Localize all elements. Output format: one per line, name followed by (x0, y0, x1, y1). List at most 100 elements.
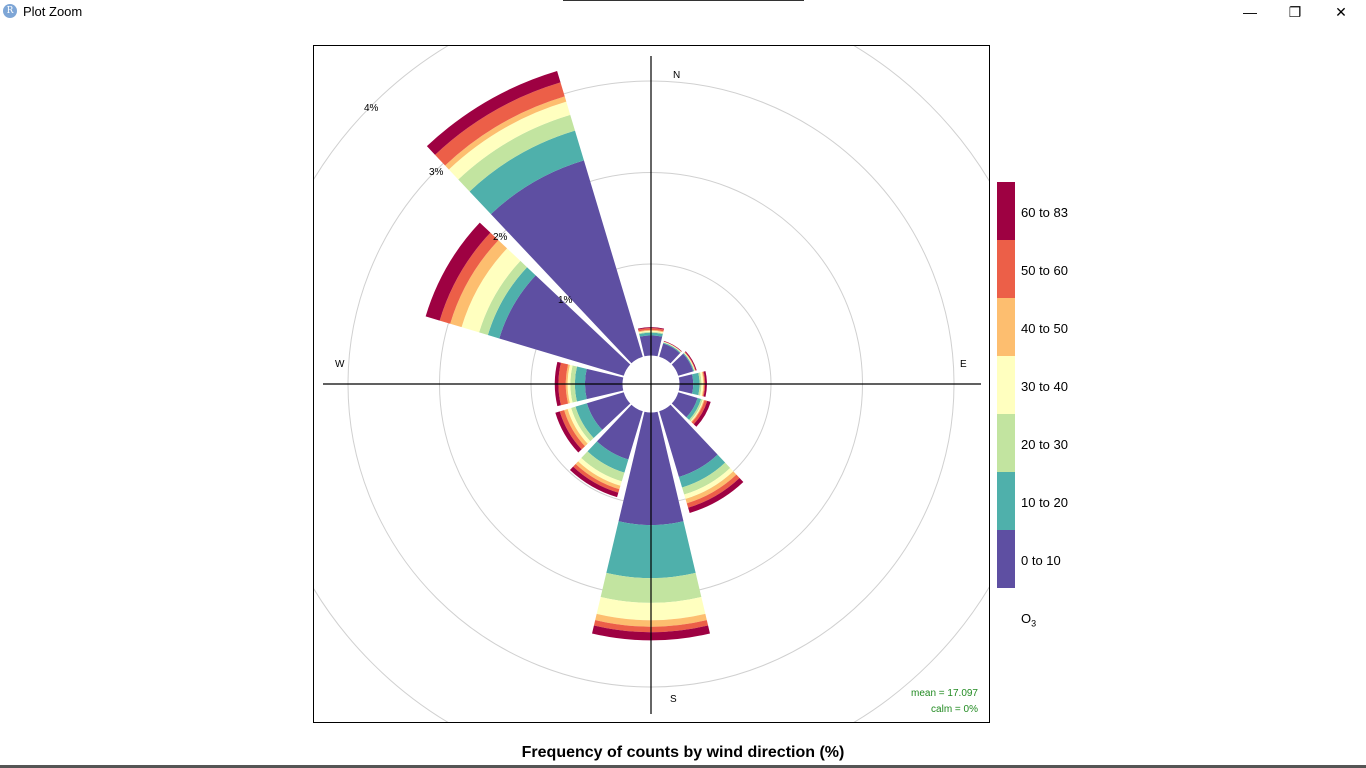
spoke-210-band-1 (587, 441, 629, 473)
spoke-210-band-0 (596, 404, 643, 460)
window-titlebar: R Plot Zoom — ❐ ✕ (0, 0, 1366, 24)
spoke-210-band-3 (578, 458, 622, 486)
spoke-330-band-4 (445, 96, 567, 170)
compass-axes (323, 56, 981, 714)
spoke-120-band-6 (693, 400, 711, 427)
legend-colorbar (997, 182, 1015, 588)
spoke-150-deg (659, 404, 744, 513)
compass-label-n: N (673, 70, 680, 81)
spoke-240-band-5 (559, 410, 585, 450)
legend-label-40-50: 40 to 50 (1021, 321, 1068, 336)
spoke-210-band-4 (575, 461, 621, 490)
spoke-300-band-3 (461, 248, 521, 333)
spoke-300-band-5 (439, 232, 499, 324)
spoke-30-deg (659, 340, 682, 364)
spoke-150-band-5 (686, 474, 740, 508)
legend-label-20-30: 20 to 30 (1021, 437, 1068, 452)
spoke-120-band-0 (671, 392, 698, 418)
spoke-30-band-0 (659, 343, 680, 364)
restore-icon: ❐ (1288, 3, 1302, 20)
spoke-330-deg (426, 70, 643, 364)
spoke-60-band-0 (671, 353, 694, 376)
legend-swatch-3 (997, 356, 1015, 414)
spoke-330-band-3 (448, 101, 571, 180)
spoke-210-band-6 (569, 466, 619, 498)
spoke-150-band-1 (678, 454, 726, 488)
spoke-60-deg (671, 351, 697, 376)
spoke-0-band-6 (637, 327, 665, 330)
spoke-150-band-2 (682, 462, 731, 495)
spoke-150-band-3 (684, 468, 734, 499)
radial-tick-label-2: 2% (493, 232, 508, 243)
spoke-210-band-5 (573, 464, 620, 493)
rose-spokes (425, 70, 744, 641)
spoke-330-band-0 (490, 160, 643, 364)
spoke-300-band-2 (479, 260, 528, 336)
spoke-120-deg (671, 392, 711, 427)
spoke-210-band-2 (581, 451, 625, 482)
spoke-0-band-4 (638, 329, 664, 333)
radial-tick-label-4: 4% (364, 103, 379, 114)
spoke-120-band-1 (686, 397, 702, 420)
legend-title-sub: 3 (1031, 618, 1037, 629)
spoke-270-band-4 (565, 364, 570, 404)
minimize-button[interactable]: — (1227, 0, 1273, 24)
spoke-120-band-5 (691, 400, 708, 425)
calm-stat: calm = 0% (931, 704, 978, 715)
spoke-150-band-6 (688, 477, 744, 513)
plot-panel (313, 45, 990, 723)
compass-label-e: E (960, 359, 967, 370)
spoke-210-deg (569, 404, 643, 498)
close-icon: ✕ (1335, 3, 1347, 20)
spoke-300-band-1 (487, 267, 536, 339)
close-button[interactable]: ✕ (1318, 0, 1364, 24)
chart-title: Frequency of counts by wind direction (%… (521, 744, 845, 761)
spoke-240-band-6 (555, 411, 582, 453)
legend-swatch-0 (997, 530, 1015, 588)
spoke-300-band-4 (450, 240, 508, 328)
compass-label-s: S (670, 694, 677, 705)
spoke-330-band-1 (469, 130, 584, 215)
spoke-0-band-2 (638, 331, 664, 335)
spoke-60-band-6 (685, 351, 697, 371)
restore-button[interactable]: ❐ (1272, 0, 1318, 24)
bottom-border (0, 765, 1366, 768)
spoke-180-band-5 (593, 620, 709, 633)
spoke-240-band-4 (564, 409, 588, 447)
spoke-120-band-2 (689, 399, 703, 422)
legend-label-10-20: 10 to 20 (1021, 495, 1068, 510)
spoke-60-band-1 (683, 353, 695, 372)
legend-swatch-5 (997, 240, 1015, 298)
spoke-240-band-3 (567, 407, 591, 444)
spoke-300-band-0 (499, 275, 631, 376)
spoke-240-deg (555, 392, 631, 453)
mean-stat: mean = 17.097 (911, 688, 978, 699)
legend-label-50-60: 50 to 60 (1021, 263, 1068, 278)
spoke-300-deg (425, 222, 631, 376)
spoke-150-band-0 (659, 404, 718, 478)
legend-title: O3 (1021, 611, 1036, 629)
spoke-330-band-2 (458, 114, 575, 192)
spoke-90-band-4 (701, 371, 705, 397)
legend-label-60-83: 60 to 83 (1021, 205, 1068, 220)
spoke-90-band-5 (702, 371, 706, 397)
spoke-240-band-1 (575, 403, 603, 439)
r-app-icon: R (3, 4, 17, 18)
legend-label-0-10: 0 to 10 (1021, 553, 1061, 568)
compass-label-w: W (335, 359, 345, 370)
spoke-330-band-5 (435, 82, 565, 166)
legend-swatch-1 (997, 472, 1015, 530)
window-title: Plot Zoom (23, 4, 83, 19)
axis-labels: N E S W 1% 2% 3% 4% (335, 70, 967, 705)
spoke-240-band-0 (586, 392, 631, 430)
spoke-120-band-4 (691, 399, 705, 423)
radial-tick-label-3: 3% (429, 167, 444, 178)
radial-tick-label-1: 1% (558, 295, 573, 306)
spoke-330-band-6 (426, 70, 561, 155)
minimize-icon: — (1243, 4, 1257, 20)
spoke-30-band-1 (663, 342, 681, 354)
spoke-120-band-3 (690, 399, 704, 422)
spoke-150-band-4 (685, 471, 737, 504)
legend-swatch-4 (997, 298, 1015, 356)
